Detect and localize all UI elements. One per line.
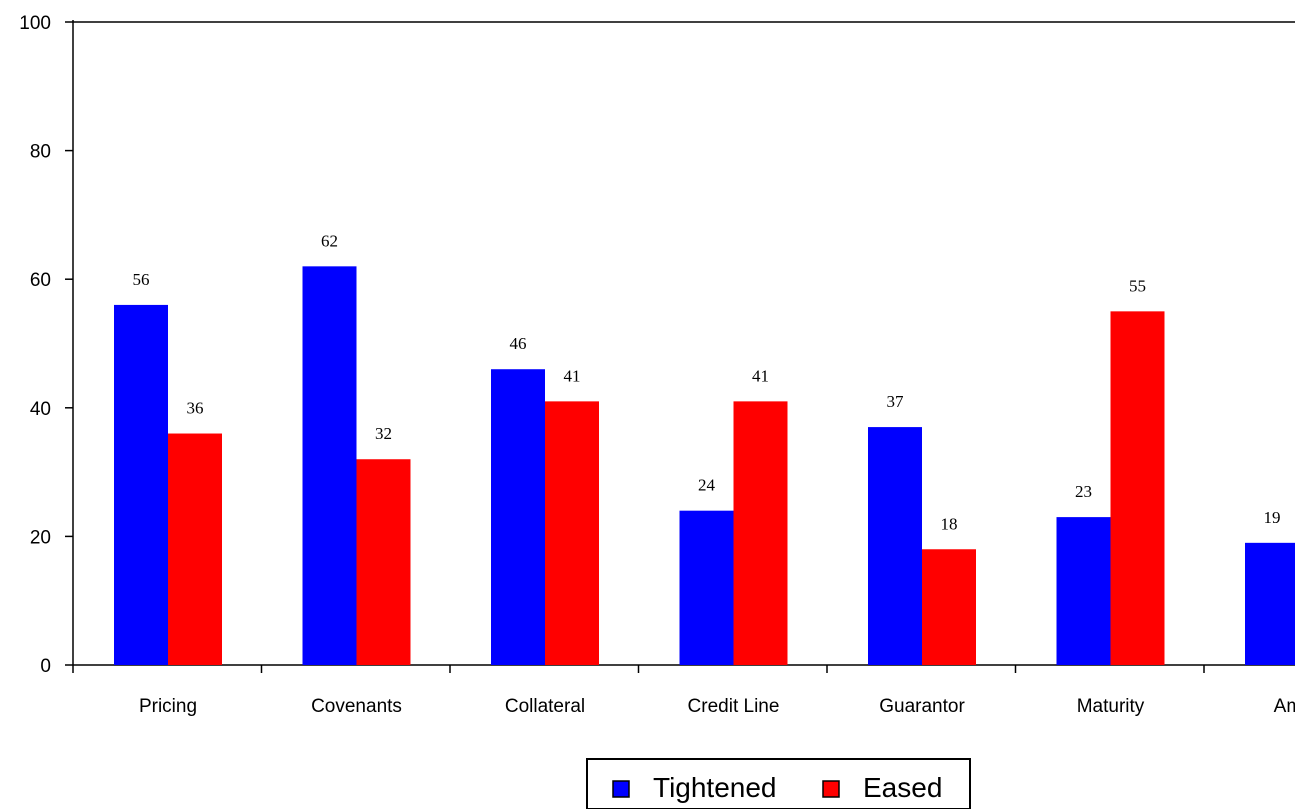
bar-tightened (1245, 542, 1295, 665)
y-axis: 0 20 40 60 80 100 (19, 13, 1295, 677)
bar-eased (356, 459, 411, 665)
y-tick-label: 20 (30, 527, 51, 548)
category-label: Guarantor (879, 696, 965, 717)
data-label: 23 (1075, 482, 1092, 501)
y-tick-label: 100 (19, 13, 51, 34)
bar-tightened (302, 266, 357, 665)
bars (114, 266, 1295, 665)
legend-label-tightened: Tightened (653, 772, 777, 803)
data-label: 46 (510, 334, 527, 353)
bar-tightened (491, 369, 545, 665)
bar-tightened (868, 427, 922, 665)
bar-tightened (114, 304, 168, 665)
bar-tightened (679, 510, 734, 665)
data-label: 32 (375, 424, 392, 443)
data-label: 37 (887, 392, 905, 411)
legend: Tightened Eased (586, 758, 971, 809)
y-tick-label: 0 (40, 656, 51, 677)
data-label: 24 (698, 476, 716, 495)
data-label: 41 (752, 366, 769, 385)
category-label: Credit Line (688, 696, 780, 717)
bar-eased (545, 401, 599, 665)
legend-swatch-eased (822, 780, 840, 798)
data-label: 56 (133, 270, 150, 289)
category-label: Amort (1274, 696, 1295, 717)
y-tick-label: 60 (30, 270, 51, 291)
data-label: 18 (941, 514, 958, 533)
category-label: Pricing (139, 696, 197, 717)
x-axis: Pricing Covenants Collateral Credit Line Gua… (72, 664, 1295, 717)
data-labels: 56 36 62 32 46 41 24 41 37 18 23 55 19 (133, 231, 1281, 533)
legend-box (586, 758, 971, 809)
category-label: Maturity (1077, 696, 1145, 717)
data-label: 19 (1264, 508, 1281, 527)
y-tick-label: 80 (30, 142, 51, 163)
bar-eased (733, 401, 788, 665)
y-tick-label: 40 (30, 399, 51, 420)
bar-eased (168, 433, 222, 665)
legend-swatch-tightened (612, 780, 630, 798)
data-label: 41 (564, 366, 581, 385)
category-label: Collateral (505, 696, 585, 717)
bar-eased (1110, 311, 1165, 665)
bar-tightened (1056, 517, 1111, 665)
legend-label-eased: Eased (863, 772, 942, 803)
category-label: Covenants (311, 696, 402, 717)
bar-eased (922, 549, 976, 665)
data-label: 36 (187, 399, 204, 418)
data-label: 62 (321, 231, 338, 250)
data-label: 55 (1129, 276, 1146, 295)
